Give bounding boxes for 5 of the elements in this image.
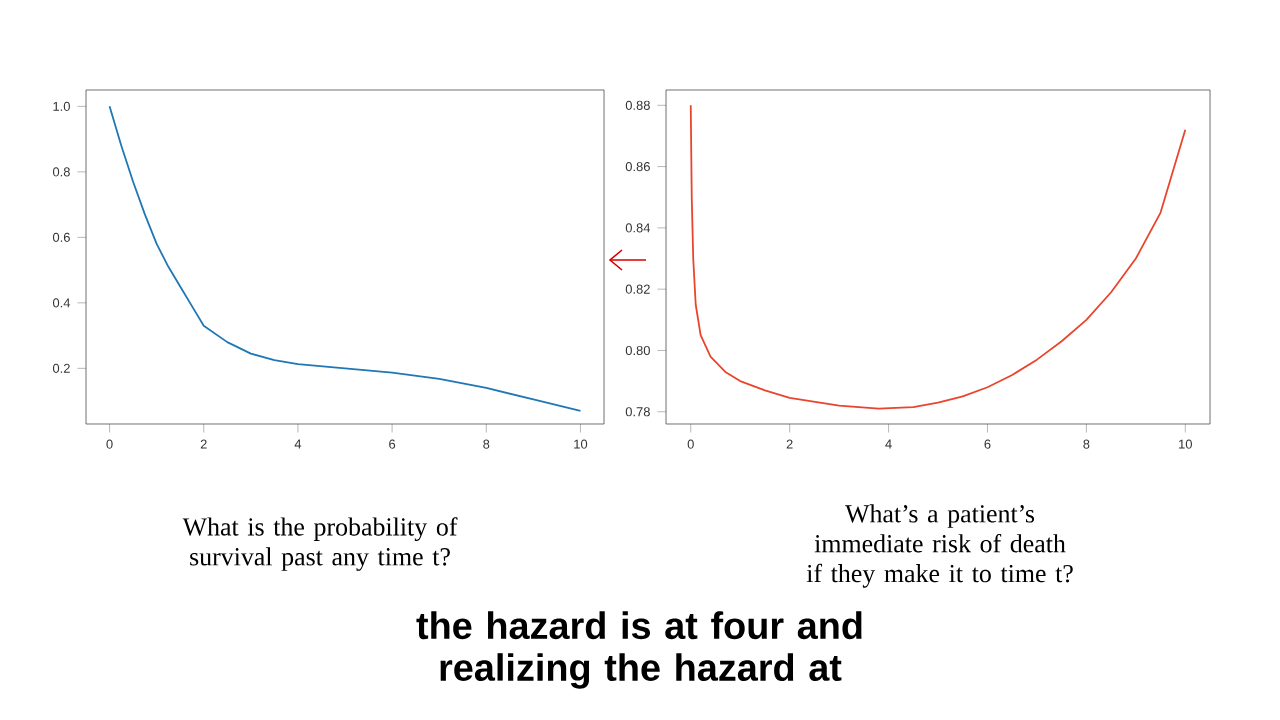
line-series xyxy=(108,105,582,412)
text: What’s a patient’s immediate risk of death if they make it to time t? xyxy=(806,504,1073,588)
line-series xyxy=(689,104,1187,410)
text: What is the probability of survival past any time t? xyxy=(182,517,458,571)
text: the hazard is at four and realizing the hazard at xyxy=(416,611,862,689)
